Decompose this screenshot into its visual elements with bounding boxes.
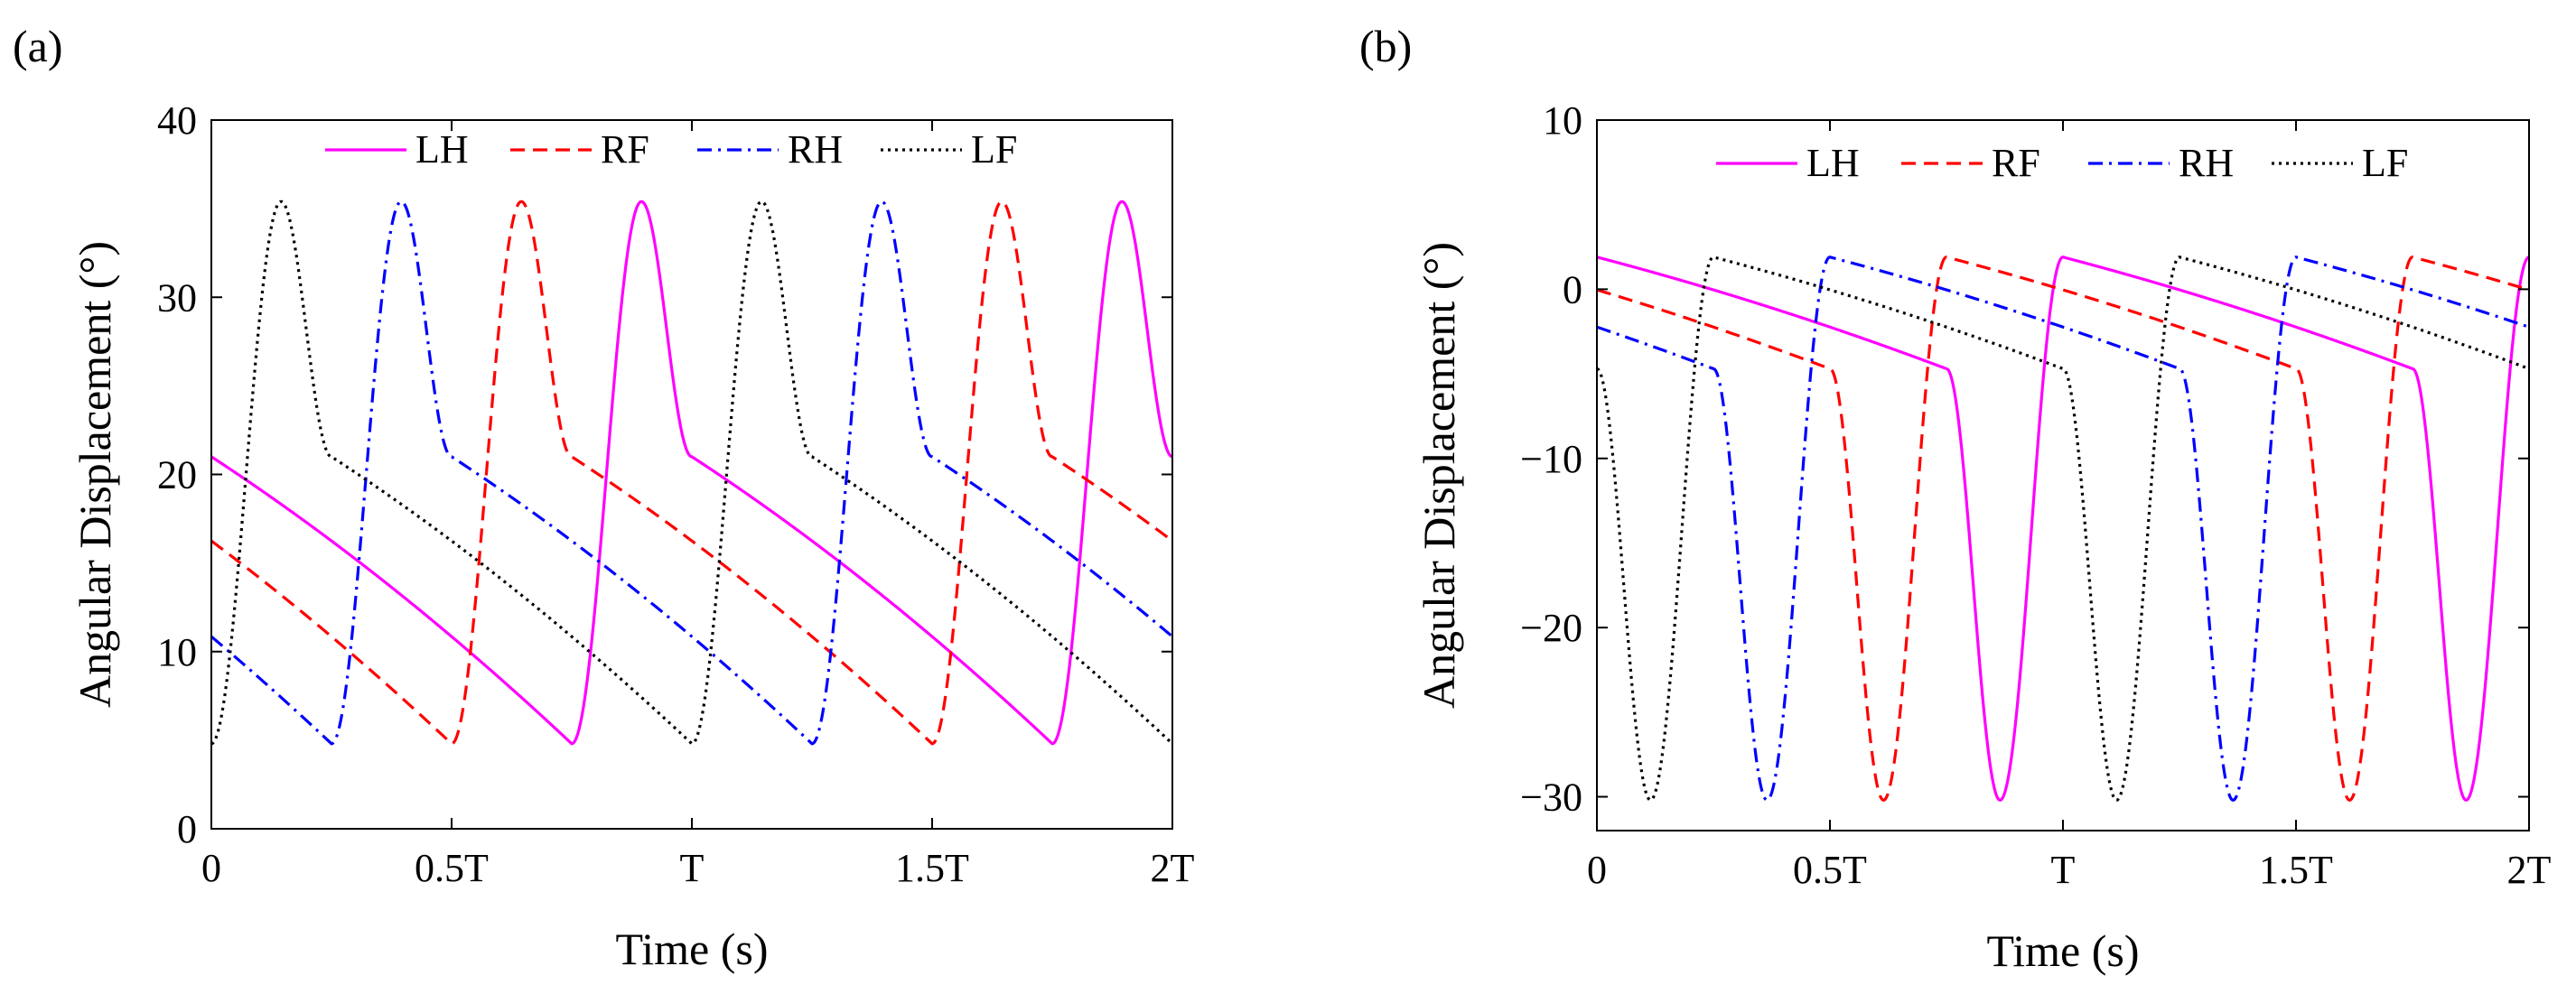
- series-line-rh: [211, 200, 1172, 746]
- legend-label-lf: LF: [971, 127, 1017, 172]
- panel-label: (a): [13, 21, 63, 71]
- series-line-lh: [1597, 255, 2529, 802]
- y-tick-label: 40: [157, 98, 197, 143]
- y-tick-label: −20: [1520, 606, 1582, 650]
- x-tick-label: 1.5T: [2259, 848, 2333, 892]
- x-tick-label: 2T: [1151, 846, 1195, 890]
- y-tick-label: 0: [1563, 267, 1582, 311]
- axes-frame: [1596, 119, 2530, 831]
- x-tick-label: 0.5T: [1793, 848, 1867, 892]
- x-axis-title: Time (s): [1986, 925, 2139, 976]
- chart-panel-a: (a) 0 0.5T T 1.5T 2T 0 10 20 30 40 Time (s) Angular …: [13, 21, 1195, 974]
- legend-label-rh: RH: [2179, 141, 2234, 185]
- series-line-lf: [1597, 255, 2529, 802]
- legend: LH RF RH LF: [1716, 141, 2408, 185]
- y-tick-label: 20: [157, 453, 197, 497]
- x-tick-label: T: [2051, 848, 2076, 892]
- x-tick-label: 0.5T: [415, 846, 489, 890]
- legend-label-lh: LH: [1806, 141, 1860, 185]
- y-tick-label: −30: [1520, 776, 1582, 820]
- x-tick-label: 0: [1587, 848, 1607, 892]
- legend-label-rf: RF: [601, 127, 649, 172]
- series-line-lf: [211, 200, 1172, 746]
- y-tick-label: 30: [157, 275, 197, 320]
- series-group: [211, 200, 1172, 746]
- y-axis-title: Angular Displacement (°): [70, 241, 120, 708]
- y-tick-label: 0: [177, 807, 197, 851]
- x-tick-label: T: [680, 846, 705, 890]
- x-tick-label: 1.5T: [895, 846, 969, 890]
- x-tick-label: 0: [201, 846, 221, 890]
- x-tick-label: 2T: [2507, 848, 2552, 892]
- legend-label-lh: LH: [415, 127, 469, 172]
- legend-label-rf: RF: [1992, 141, 2040, 185]
- y-tick-label: 10: [157, 630, 197, 674]
- y-axis-title: Angular Displacement (°): [1414, 242, 1464, 709]
- series-group: [1597, 255, 2529, 802]
- series-line-rh: [1597, 255, 2529, 802]
- y-tick-label: 10: [1543, 98, 1582, 143]
- legend-label-lf: LF: [2362, 141, 2408, 185]
- series-line-rf: [211, 200, 1172, 746]
- panel-label: (b): [1359, 21, 1412, 71]
- series-line-rf: [1597, 255, 2529, 802]
- x-axis-title: Time (s): [615, 924, 768, 974]
- legend: LH RF RH LF: [325, 127, 1017, 172]
- series-line-lh: [211, 200, 1172, 746]
- legend-label-rh: RH: [788, 127, 843, 172]
- chart-panel-b: (b) 0 0.5T T 1.5T 2T −30 −20 −10 0 10 Time (s) Angul…: [1359, 21, 2552, 976]
- y-tick-label: −10: [1520, 437, 1582, 481]
